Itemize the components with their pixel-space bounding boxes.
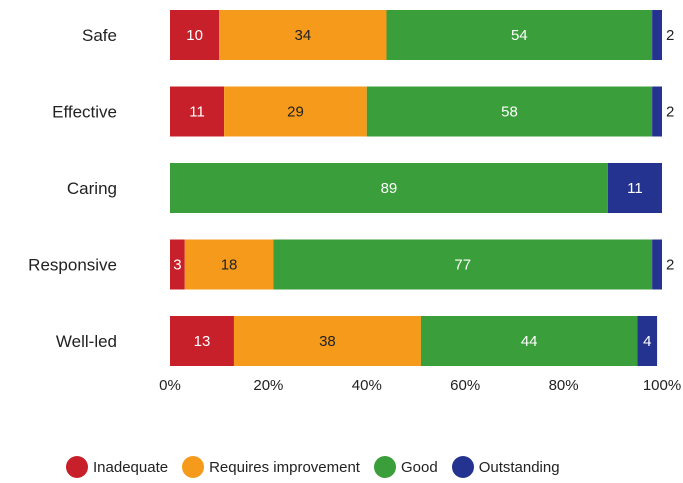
- data-label: 58: [501, 104, 518, 121]
- legend-item: Outstanding: [451, 456, 560, 478]
- bar-segment: [420, 316, 638, 366]
- bar-segment: [170, 239, 185, 290]
- data-label: 29: [287, 104, 304, 121]
- category-label: Caring: [67, 179, 117, 198]
- x-tick-label: 20%: [253, 377, 283, 394]
- legend-swatch: [66, 456, 88, 478]
- legend-item: Inadequate: [66, 456, 168, 478]
- data-label: 2: [666, 257, 674, 274]
- category-label: Effective: [52, 103, 117, 122]
- bar-segment: [170, 316, 234, 366]
- bar-segment: [233, 316, 421, 366]
- data-label: 2: [666, 27, 674, 44]
- bar-segment: [652, 239, 662, 290]
- data-label: 10: [186, 27, 203, 44]
- bar-segment: [607, 163, 662, 213]
- bar-segment: [652, 10, 662, 60]
- data-label: 4: [643, 333, 651, 350]
- data-label: 11: [189, 104, 205, 121]
- legend-item: Requires improvement: [182, 456, 360, 478]
- category-label: Responsive: [28, 256, 117, 275]
- data-label: 18: [221, 257, 238, 274]
- legend-swatch: [451, 456, 474, 478]
- data-label: 89: [381, 180, 398, 197]
- data-label: 11: [627, 180, 643, 197]
- bar-segment: [184, 239, 274, 290]
- data-label: 13: [194, 333, 211, 350]
- legend-item: Good: [373, 456, 438, 478]
- bar-segment: [170, 163, 608, 213]
- legend-swatch: [373, 456, 396, 478]
- category-label: Safe: [82, 26, 117, 45]
- x-tick-label: 40%: [352, 377, 382, 394]
- data-label: 44: [521, 333, 538, 350]
- data-label: 3: [173, 257, 181, 274]
- legend-label: Outstanding: [478, 458, 560, 476]
- bar-segment: [170, 86, 225, 137]
- bar-segment: [219, 10, 387, 60]
- legend-swatch: [182, 456, 205, 478]
- bar-segment: [170, 10, 220, 60]
- x-tick-label: 80%: [549, 377, 579, 394]
- category-label: Well-led: [56, 332, 117, 351]
- data-label: 54: [511, 27, 528, 44]
- legend-label: Good: [400, 458, 438, 476]
- bar-segment: [637, 316, 658, 366]
- bar-segment: [224, 86, 367, 137]
- legend-label: Requires improvement: [209, 458, 360, 476]
- data-label: 38: [319, 333, 336, 350]
- bar-segment: [386, 10, 653, 60]
- data-label: 34: [294, 27, 311, 44]
- x-tick-label: 100%: [643, 377, 681, 394]
- x-tick-label: 60%: [450, 377, 480, 394]
- x-tick-label: 0%: [159, 377, 181, 394]
- bar-segment: [273, 239, 653, 290]
- bar-segment: [652, 86, 662, 137]
- legend-label: Inadequate: [93, 458, 169, 476]
- data-label: 77: [454, 257, 471, 274]
- bar-segment: [366, 86, 653, 137]
- data-label: 2: [666, 104, 674, 121]
- chart-legend: Inadequate Requires improvement Good Outsta…: [66, 456, 574, 478]
